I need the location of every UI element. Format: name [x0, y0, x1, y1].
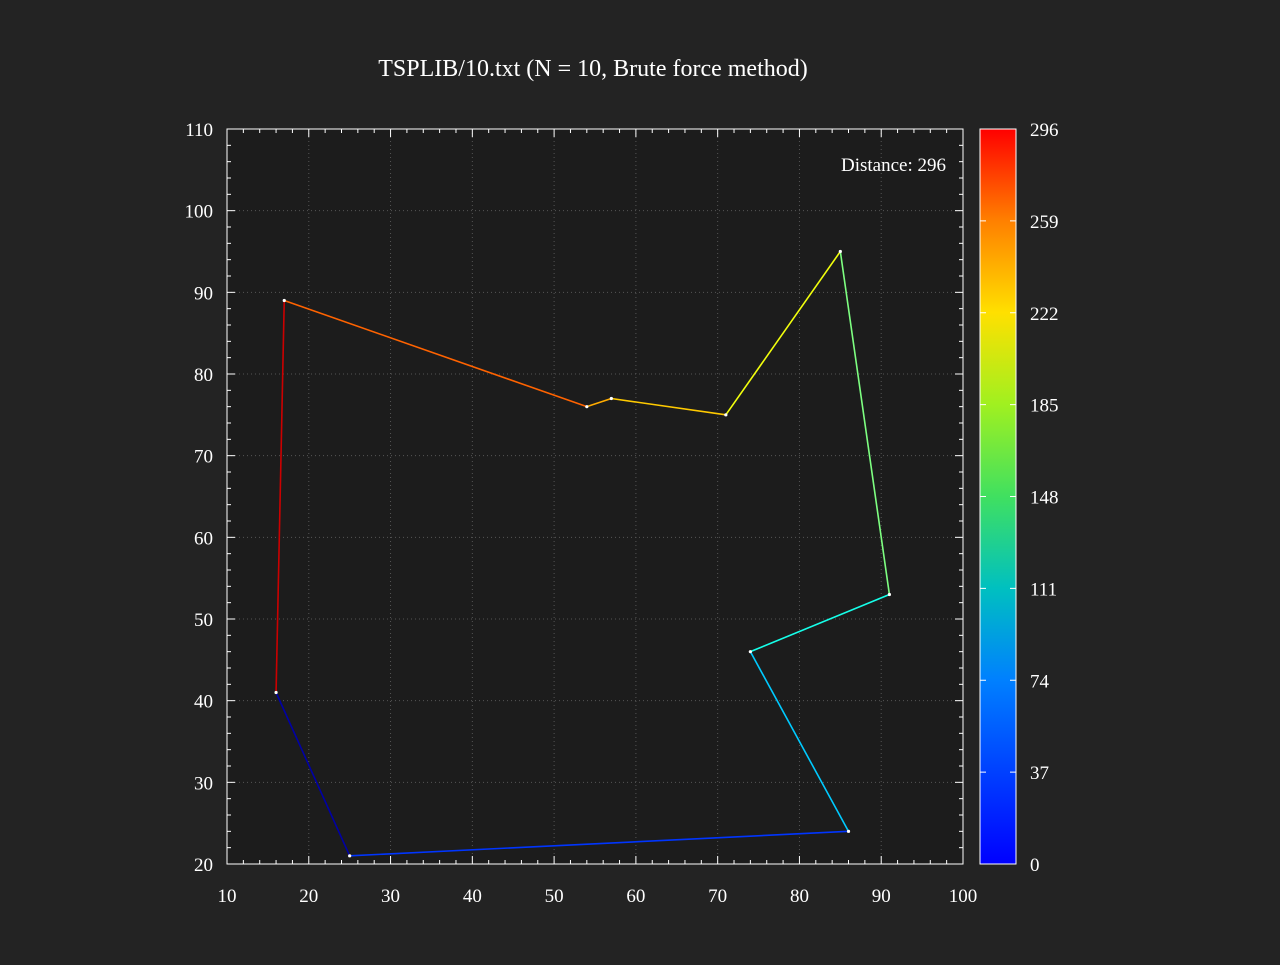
city-point [585, 405, 589, 409]
x-tick-label: 10 [218, 886, 237, 907]
colorbar-tick-label: 37 [1030, 763, 1049, 784]
city-point [274, 690, 278, 695]
plot-frame [226, 128, 964, 865]
city-point [282, 298, 286, 303]
x-tick-label: 20 [299, 886, 318, 907]
colorbar-tick-label: 222 [1030, 304, 1059, 325]
city-point [838, 249, 842, 254]
city-point [724, 413, 728, 417]
y-tick-label: 30 [194, 773, 213, 794]
route-segment [586, 397, 612, 408]
y-tick-label: 80 [194, 365, 213, 386]
city-point [348, 854, 352, 858]
y-tick-label: 60 [194, 528, 213, 549]
y-tick-label: 70 [194, 447, 213, 468]
colorbar-tick-label: 0 [1030, 855, 1040, 876]
x-tick-label: 80 [790, 886, 809, 907]
colorbar-tick-label: 148 [1030, 488, 1059, 509]
x-tick-label: 100 [949, 886, 978, 907]
x-tick-label: 30 [381, 886, 400, 907]
route-segment [611, 397, 726, 416]
distance-annotation: Distance: 296 [841, 155, 946, 176]
x-tick-label: 50 [545, 886, 564, 907]
y-tick-label: 40 [194, 692, 213, 713]
city-point [846, 829, 851, 833]
x-tick-label: 70 [708, 886, 727, 907]
y-tick-label: 110 [185, 120, 213, 141]
route-segment [283, 299, 588, 408]
city-point [887, 592, 892, 597]
colorbar-tick-label: 296 [1030, 120, 1059, 141]
colorbar-tick-label: 74 [1030, 671, 1050, 692]
colorbar-tick-label: 185 [1030, 396, 1059, 417]
city-point [609, 396, 613, 401]
route-segment [749, 651, 850, 832]
route-segment [275, 300, 286, 693]
y-tick-label: 20 [194, 855, 213, 876]
city-point [748, 650, 752, 654]
plot-area: 10 20 30 40 50 60 70 80 90 1002030405060708090100… [185, 120, 978, 907]
route-segment [349, 830, 849, 857]
chart-title: TSPLIB/10.txt (N = 10, Brute force metho… [378, 56, 807, 82]
y-tick-label: 100 [185, 202, 214, 223]
y-tick-label: 50 [194, 610, 213, 631]
colorbar-tick-label: 111 [1030, 579, 1057, 600]
y-tick-label: 90 [194, 283, 213, 304]
route-segment [750, 593, 890, 653]
plot-background [227, 129, 963, 864]
x-tick-label: 90 [872, 886, 891, 907]
x-tick-label: 40 [463, 886, 482, 907]
colorbar: 0 37 74 111 148 185 222 259 296 [979, 120, 1059, 876]
colorbar-tick-label: 259 [1030, 212, 1059, 233]
route-segment [275, 692, 351, 857]
route-segment [725, 251, 841, 416]
x-tick-label: 60 [626, 886, 645, 907]
route-segment [839, 251, 891, 595]
